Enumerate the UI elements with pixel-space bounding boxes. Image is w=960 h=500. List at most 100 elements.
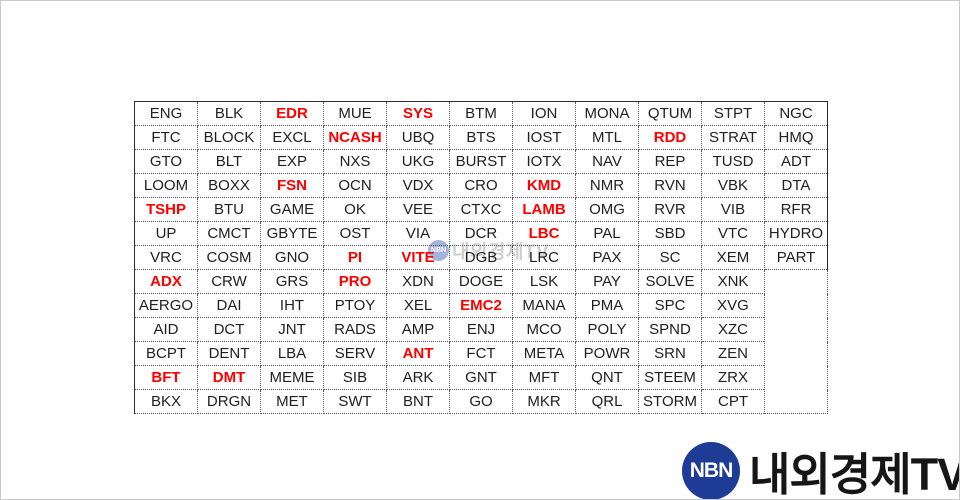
ticker-cell: BFT — [134, 365, 198, 390]
ticker-cell: NCASH — [323, 125, 387, 150]
ticker-cell: MFT — [512, 365, 576, 390]
ticker-cell: UBQ — [386, 125, 450, 150]
ticker-cell: MET — [260, 389, 324, 414]
ticker-cell: RVN — [638, 173, 702, 198]
ticker-cell: MKR — [512, 389, 576, 414]
ticker-cell: NMR — [575, 173, 639, 198]
ticker-cell: ENG — [134, 101, 198, 126]
table-row: AID DCT JNT RADS AMP ENJ MCO POLY SPND XZC — [134, 317, 828, 342]
ticker-cell: NGC — [764, 101, 828, 126]
ticker-cell: UKG — [386, 149, 450, 174]
ticker-cell: MONA — [575, 101, 639, 126]
ticker-cell: LAMB — [512, 197, 576, 222]
ticker-cell: MEME — [260, 365, 324, 390]
empty-cell — [764, 269, 828, 414]
ticker-cell: HMQ — [764, 125, 828, 150]
ticker-cell: QNT — [575, 365, 639, 390]
ticker-cell: FSN — [260, 173, 324, 198]
table-row: ENG BLK EDR MUE SYS BTM ION MONA QTUM STPT NGC — [134, 101, 828, 126]
ticker-cell: PRO — [323, 269, 387, 294]
ticker-cell: IOTX — [512, 149, 576, 174]
table-row: TSHP BTU GAME OK VEE CTXC LAMB OMG RVR VIB RFR — [134, 197, 828, 222]
ticker-cell: SC — [638, 245, 702, 270]
ticker-cell: XZC — [701, 317, 765, 342]
ticker-cell: BLK — [197, 101, 261, 126]
ticker-cell: DMT — [197, 365, 261, 390]
ticker-cell: PTOY — [323, 293, 387, 318]
table-row: VRC COSM GNO PI VITE DGB LRC PAX SC XEM PART — [134, 245, 828, 270]
ticker-cell: ION — [512, 101, 576, 126]
ticker-cell: PAL — [575, 221, 639, 246]
ticker-cell: DTA — [764, 173, 828, 198]
ticker-cell: RDD — [638, 125, 702, 150]
ticker-cell: EMC2 — [449, 293, 513, 318]
ticker-cell: BCPT — [134, 341, 198, 366]
ticker-cell: AERGO — [134, 293, 198, 318]
ticker-cell: XVG — [701, 293, 765, 318]
ticker-cell: BKX — [134, 389, 198, 414]
table-row: BFT DMT MEME SIB ARK GNT MFT QNT STEEM ZRX — [134, 365, 828, 390]
table-row: AERGO DAI IHT PTOY XEL EMC2 MANA PMA SPC XVG — [134, 293, 828, 318]
ticker-cell: PART — [764, 245, 828, 270]
ticker-cell: DENT — [197, 341, 261, 366]
ticker-cell: VRC — [134, 245, 198, 270]
ticker-cell: DRGN — [197, 389, 261, 414]
ticker-cell: NXS — [323, 149, 387, 174]
ticker-cell: ZEN — [701, 341, 765, 366]
nbn-circle-icon: NBN — [682, 441, 740, 499]
ticker-cell: CTXC — [449, 197, 513, 222]
ticker-cell: BURST — [449, 149, 513, 174]
ticker-cell: MANA — [512, 293, 576, 318]
ticker-cell: GNO — [260, 245, 324, 270]
ticker-cell: BLT — [197, 149, 261, 174]
logo-name: 내외경제TV — [749, 449, 960, 500]
logo-abbr: NBN — [689, 458, 733, 482]
ticker-cell: RFR — [764, 197, 828, 222]
ticker-cell: VDX — [386, 173, 450, 198]
ticker-cell: BOXX — [197, 173, 261, 198]
ticker-cell: REP — [638, 149, 702, 174]
ticker-cell: SWT — [323, 389, 387, 414]
ticker-cell: SYS — [386, 101, 450, 126]
ticker-cell: IHT — [260, 293, 324, 318]
table-row: GTO BLT EXP NXS UKG BURST IOTX NAV REP TUSD ADT — [134, 149, 828, 174]
ticker-cell: MTL — [575, 125, 639, 150]
ticker-cell: JNT — [260, 317, 324, 342]
ticker-cell: FCT — [449, 341, 513, 366]
ticker-cell: FTC — [134, 125, 198, 150]
ticker-cell: GTO — [134, 149, 198, 174]
ticker-cell: SOLVE — [638, 269, 702, 294]
table-row: LOOM BOXX FSN OCN VDX CRO KMD NMR RVN VBK DTA — [134, 173, 828, 198]
ticker-cell: GAME — [260, 197, 324, 222]
ticker-cell: KMD — [512, 173, 576, 198]
ticker-cell: DCR — [449, 221, 513, 246]
ticker-cell: VBK — [701, 173, 765, 198]
ticker-cell: LBA — [260, 341, 324, 366]
ticker-cell: DOGE — [449, 269, 513, 294]
ticker-cell: STEEM — [638, 365, 702, 390]
ticker-cell: RADS — [323, 317, 387, 342]
ticker-cell: BTU — [197, 197, 261, 222]
table-row: ADX CRW GRS PRO XDN DOGE LSK PAY SOLVE XNK — [134, 269, 828, 414]
ticker-cell: CPT — [701, 389, 765, 414]
ticker-cell: SPND — [638, 317, 702, 342]
ticker-cell: SIB — [323, 365, 387, 390]
ticker-cell: POLY — [575, 317, 639, 342]
ticker-cell: XNK — [701, 269, 765, 294]
ticker-table-body: ENG BLK EDR MUE SYS BTM ION MONA QTUM STPT NGC FTC B… — [134, 101, 828, 414]
ticker-cell: TUSD — [701, 149, 765, 174]
ticker-cell: VTC — [701, 221, 765, 246]
ticker-cell: META — [512, 341, 576, 366]
ticker-cell: VEE — [386, 197, 450, 222]
ticker-cell: ADX — [134, 269, 198, 294]
ticker-cell: STORM — [638, 389, 702, 414]
ticker-cell: STRAT — [701, 125, 765, 150]
ticker-cell: ANT — [386, 341, 450, 366]
ticker-cell: TSHP — [134, 197, 198, 222]
ticker-cell: QTUM — [638, 101, 702, 126]
ticker-cell: OST — [323, 221, 387, 246]
ticker-cell: LOOM — [134, 173, 198, 198]
ticker-cell: XEL — [386, 293, 450, 318]
ticker-cell: DAI — [197, 293, 261, 318]
